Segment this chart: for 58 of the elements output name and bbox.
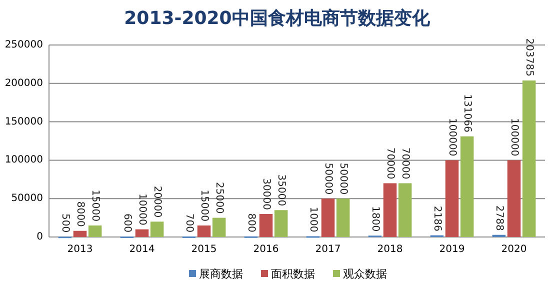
bar <box>383 183 397 237</box>
x-tick-label: 2019 <box>439 244 465 255</box>
y-tick-label: 50000 <box>11 193 43 204</box>
x-tick-label: 2016 <box>253 244 279 255</box>
data-label: 35000 <box>276 174 287 206</box>
data-label: 70000 <box>384 147 396 180</box>
data-label: 800 <box>245 213 256 232</box>
data-label: 100000 <box>446 118 458 156</box>
legend-label: 面积数据 <box>271 268 315 280</box>
data-label: 20000 <box>152 186 163 218</box>
y-tick-label: 0 <box>36 232 43 242</box>
x-tick-label: 2020 <box>501 244 527 255</box>
bar <box>73 230 87 237</box>
x-tick-label: 2014 <box>129 244 155 255</box>
x-tick-label: 2013 <box>67 244 93 255</box>
data-label: 600 <box>121 213 132 233</box>
bar <box>336 198 350 237</box>
data-label: 700 <box>183 213 194 232</box>
data-label: 25000 <box>214 182 225 214</box>
data-label: 1000 <box>307 206 318 232</box>
data-label: 100000 <box>508 118 520 156</box>
data-label: 30000 <box>260 178 272 210</box>
bar <box>507 160 521 237</box>
bar <box>88 225 102 237</box>
y-tick-label: 250000 <box>4 40 43 50</box>
data-label: 2788 <box>493 205 504 231</box>
bar <box>460 136 474 237</box>
bar <box>398 183 412 237</box>
bar <box>259 214 273 237</box>
x-tick-label: 2015 <box>191 244 217 255</box>
x-tick-label: 2017 <box>315 244 341 255</box>
legend-label: 展商数据 <box>199 268 243 280</box>
y-tick-label: 200000 <box>4 78 43 89</box>
bar <box>522 80 536 237</box>
data-label: 10000 <box>136 194 148 226</box>
x-tick-label: 2018 <box>377 244 403 255</box>
bar <box>197 225 211 237</box>
data-label: 70000 <box>400 147 411 180</box>
data-label: 203785 <box>524 38 535 76</box>
legend-label: 观众数据 <box>343 268 387 280</box>
data-label: 15000 <box>198 190 210 222</box>
y-tick-label: 100000 <box>4 154 43 166</box>
data-label: 500 <box>59 214 70 233</box>
bar <box>212 218 226 237</box>
data-label: 50000 <box>338 162 349 195</box>
data-label: 50000 <box>322 162 334 195</box>
data-label: 15000 <box>90 190 101 222</box>
bar <box>445 160 459 237</box>
bar <box>274 210 288 237</box>
data-label: 1800 <box>369 206 380 232</box>
data-label: 2186 <box>431 206 442 232</box>
chart-title: 2013-2020中国食材电商节数据变化 <box>124 8 431 29</box>
data-label: 131066 <box>462 94 473 132</box>
bar <box>135 229 149 237</box>
data-label: 8000 <box>74 201 86 227</box>
y-tick-label: 150000 <box>4 116 43 128</box>
bar <box>321 198 335 237</box>
bar <box>150 222 164 237</box>
